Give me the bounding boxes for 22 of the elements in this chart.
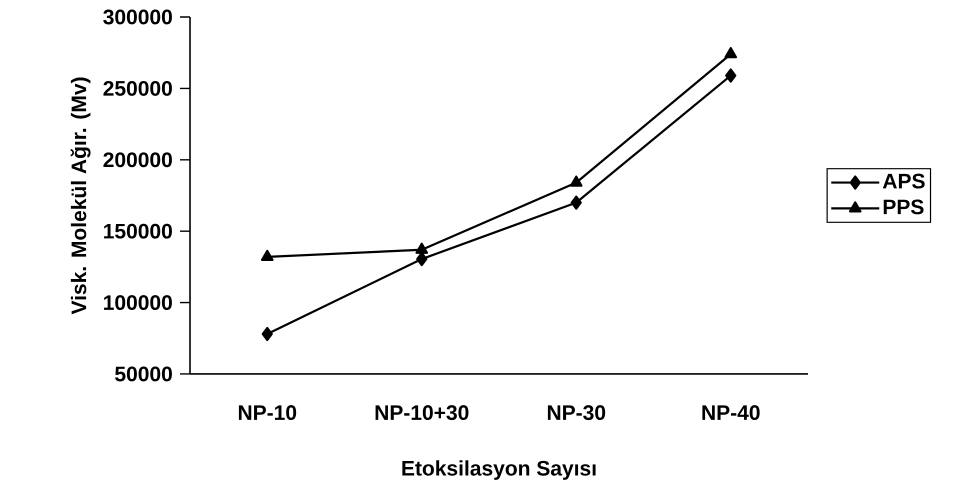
legend-label: PPS [884,199,924,214]
y-tick-label: 200000 [103,152,172,168]
x-axis-title: Etoksilasyon Sayısı [402,460,596,480]
x-tick-label: NP-40 [702,405,760,420]
y-tick-label: 250000 [103,80,172,96]
x-tick-label: NP-10+30 [376,405,468,420]
x-tick-label: NP-30 [548,405,606,420]
y-tick-label: 300000 [103,10,172,24]
point [416,252,428,266]
y-tick-label: 100000 [104,295,172,310]
x-tick-label: NP-10 [238,405,296,420]
point [570,196,582,210]
y-tick-label: 150000 [104,224,172,239]
point [260,250,274,261]
point [570,176,583,187]
point [724,47,738,58]
point [262,326,273,342]
legend-label: APS [882,174,925,189]
point [725,68,736,83]
y-axis-title: Visk. Molekül Ağır. (Mv) [70,78,91,314]
y-tick-label: 50000 [115,366,172,382]
point [415,242,428,254]
